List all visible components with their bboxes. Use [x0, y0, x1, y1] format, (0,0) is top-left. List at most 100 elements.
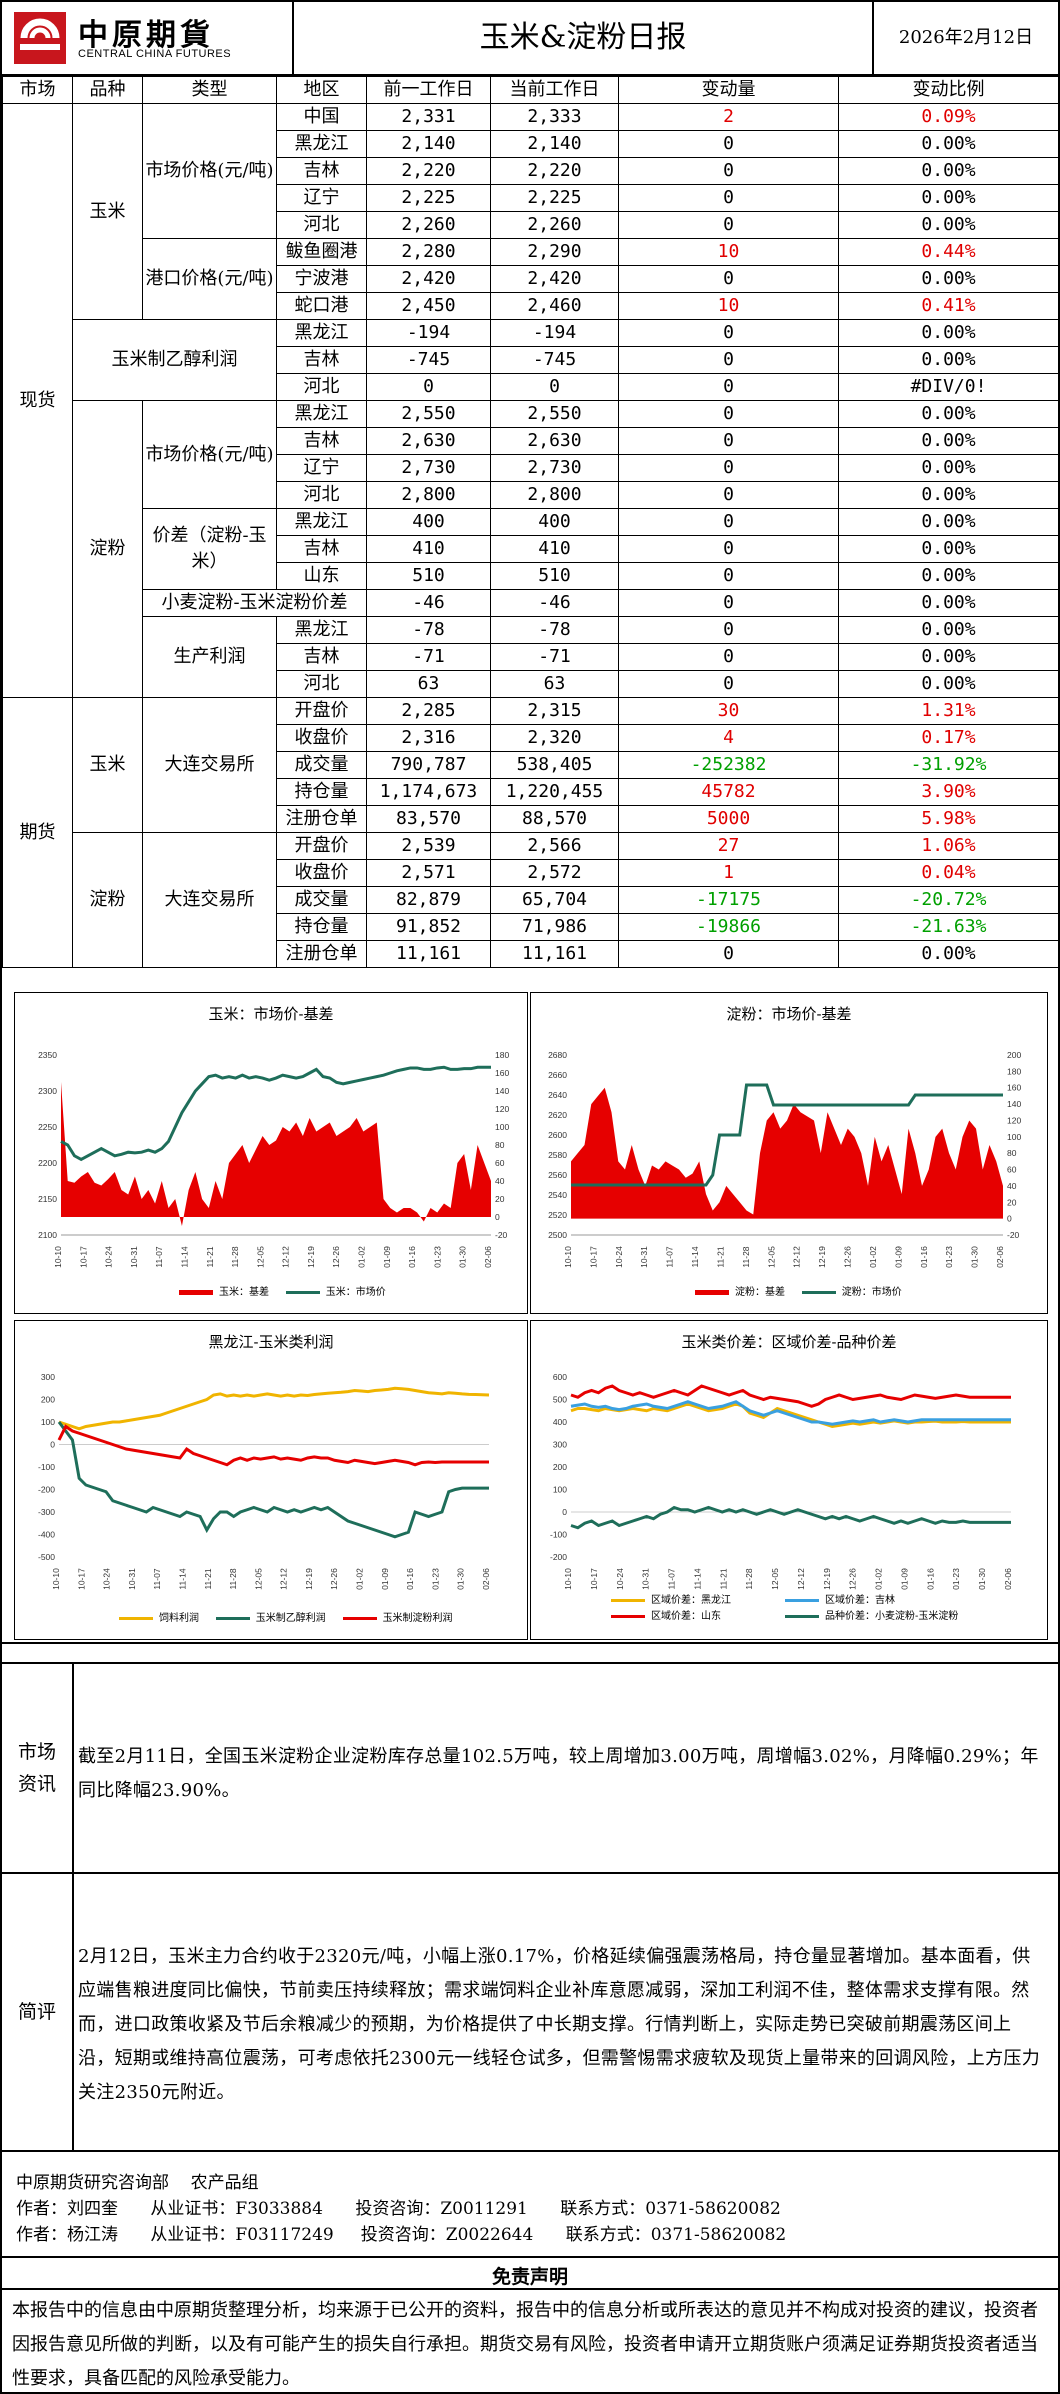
y-tick: 0 — [562, 1507, 567, 1517]
cur-value-cell: 2,730 — [490, 454, 619, 482]
y-right-tick: 80 — [495, 1140, 505, 1150]
change-pct-cell: 1.06% — [838, 832, 1058, 860]
x-tick: 10-10 — [53, 1246, 63, 1268]
prev-value-cell: 83,570 — [366, 805, 491, 833]
report-date: 2026年2月12日 — [898, 27, 1034, 48]
x-tick: 12-12 — [279, 1568, 289, 1590]
y-right-tick: 40 — [495, 1176, 505, 1186]
x-tick: 10-24 — [102, 1568, 112, 1590]
change-cell: 30 — [618, 697, 839, 725]
y-left-tick: 2250 — [38, 1122, 57, 1132]
cur-value-cell: 2,140 — [490, 130, 619, 158]
prev-value-cell: 11,161 — [366, 940, 491, 968]
x-tick: 01-23 — [944, 1246, 954, 1268]
cur-value-cell: 538,405 — [490, 751, 619, 779]
x-tick: 10-24 — [615, 1568, 625, 1590]
chart-title: 淀粉：市场价-基差 — [726, 1006, 852, 1023]
series-line-price — [571, 1083, 1003, 1187]
logo-en-text: CENTRAL CHINA FUTURES — [78, 48, 232, 60]
table-row: 小麦淀粉-玉米淀粉价差 -46 -46 0 0.00% — [3, 589, 1058, 617]
y-left-tick: 2620 — [548, 1110, 567, 1120]
x-tick: 01-30 — [456, 1568, 466, 1590]
table-row: 吉林 2,220 2,220 0 0.00% — [3, 157, 1058, 185]
table-row: 黑龙江 2,140 2,140 0 0.00% — [3, 130, 1058, 158]
series-line — [57, 1424, 489, 1467]
cur-value-cell: -194 — [490, 319, 619, 347]
change-pct-cell: 3.90% — [838, 778, 1058, 806]
table-row: 蛇口港 2,450 2,460 10 0.41% — [3, 292, 1058, 320]
y-tick: -200 — [550, 1552, 567, 1562]
x-tick: 01-23 — [430, 1568, 440, 1590]
table-row: 淀粉 大连交易所 开盘价 2,539 2,566 27 1.06% — [3, 832, 1058, 968]
x-tick: 10-24 — [104, 1246, 114, 1268]
change-cell: 0 — [618, 481, 839, 509]
change-cell: -17175 — [618, 886, 839, 914]
change-pct-cell: -31.92% — [838, 751, 1058, 779]
x-tick: 11-21 — [718, 1568, 728, 1589]
x-tick: 10-10 — [563, 1568, 573, 1590]
cur-value-cell: 2,333 — [490, 103, 619, 131]
table-row: 港口价格(元/吨) 鲅鱼圈港 2,280 2,290 10 0.44% — [3, 238, 1058, 320]
data-table: 市场 品种 类型 地区 前一工作日 当前工作日 变动量 变动比例 现货 玉米 市场价… — [2, 76, 1058, 968]
x-tick: 10-31 — [129, 1246, 139, 1268]
y-tick: 500 — [553, 1395, 567, 1405]
change-cell: 10 — [618, 238, 839, 266]
legend-item: 玉米制乙醇利润 — [255, 1613, 326, 1624]
change-pct-cell: 0.00% — [838, 184, 1058, 212]
col-header: 品种 — [72, 76, 143, 104]
variety-cell-corn: 玉米 — [72, 103, 143, 320]
prev-value-cell: 2,420 — [366, 265, 491, 293]
cur-value-cell: 2,290 — [490, 238, 619, 266]
change-pct-cell: 0.00% — [838, 454, 1058, 482]
region-cell: 河北 — [276, 670, 367, 698]
cur-value-cell: 2,225 — [490, 184, 619, 212]
cur-value-cell: 400 — [490, 508, 619, 536]
y-tick: 100 — [41, 1417, 55, 1427]
prev-value-cell: 2,630 — [366, 427, 491, 455]
cur-value-cell: 2,630 — [490, 427, 619, 455]
type-cell: 港口价格(元/吨) — [142, 238, 277, 320]
cur-value-cell: 2,260 — [490, 211, 619, 239]
x-tick: 11-14 — [690, 1246, 700, 1267]
x-tick: 10-17 — [589, 1568, 599, 1590]
y-right-tick: 40 — [1007, 1181, 1017, 1191]
col-header: 市场 — [2, 76, 73, 104]
change-pct-cell: 0.04% — [838, 859, 1058, 887]
variety-cell-starch: 淀粉 — [72, 400, 143, 698]
change-pct-cell: 5.98% — [838, 805, 1058, 833]
x-tick: 01-02 — [874, 1568, 884, 1590]
disclaimer-text: 本报告中的信息由中原期货整理分析，均来源于已公开的资料，报告中的信息分析或所表达… — [12, 2300, 1038, 2389]
change-cell: 0 — [618, 670, 839, 698]
region-cell: 黑龙江 — [276, 130, 367, 158]
y-left-tick: 2560 — [548, 1170, 567, 1180]
change-pct-cell: 0.17% — [838, 724, 1058, 752]
change-pct-cell: 0.00% — [838, 211, 1058, 239]
type-cell-wheat-spread: 小麦淀粉-玉米淀粉价差 — [142, 589, 367, 617]
region-cell: 收盘价 — [276, 724, 367, 752]
region-cell: 宁波港 — [276, 265, 367, 293]
prev-value-cell: 91,852 — [366, 913, 491, 941]
x-tick: 10-10 — [563, 1246, 573, 1268]
change-cell: 0 — [618, 265, 839, 293]
change-cell: 0 — [618, 319, 839, 347]
y-left-tick: 2640 — [548, 1090, 567, 1100]
x-tick: 01-30 — [458, 1246, 468, 1268]
change-cell: 0 — [618, 562, 839, 590]
x-tick: 01-16 — [925, 1568, 935, 1590]
cur-value-cell: -78 — [490, 616, 619, 644]
x-tick: 10-31 — [641, 1568, 651, 1590]
series-line — [570, 1402, 1011, 1429]
change-cell: 0 — [618, 508, 839, 536]
y-tick: 300 — [553, 1440, 567, 1450]
prev-value-cell: 1,174,673 — [366, 778, 491, 806]
x-tick: 11-21 — [205, 1246, 215, 1267]
report-header: 中原期貨 CENTRAL CHINA FUTURES 玉米&淀粉日报 2026年… — [2, 2, 1058, 76]
table-row: 山东 510 510 0 0.00% — [3, 562, 1058, 590]
prev-value-cell: -745 — [366, 346, 491, 374]
legend-item: 区域价差：吉林 — [825, 1595, 895, 1606]
y-right-tick: 180 — [1007, 1066, 1021, 1076]
cur-value-cell: 2,572 — [490, 859, 619, 887]
market-news-section: 市场资讯 截至2月11日，全国玉米淀粉企业淀粉库存总量102.5万吨，较上周增加… — [2, 1662, 1058, 1872]
prev-value-cell: 2,316 — [366, 724, 491, 752]
change-pct-cell: 0.00% — [838, 616, 1058, 644]
